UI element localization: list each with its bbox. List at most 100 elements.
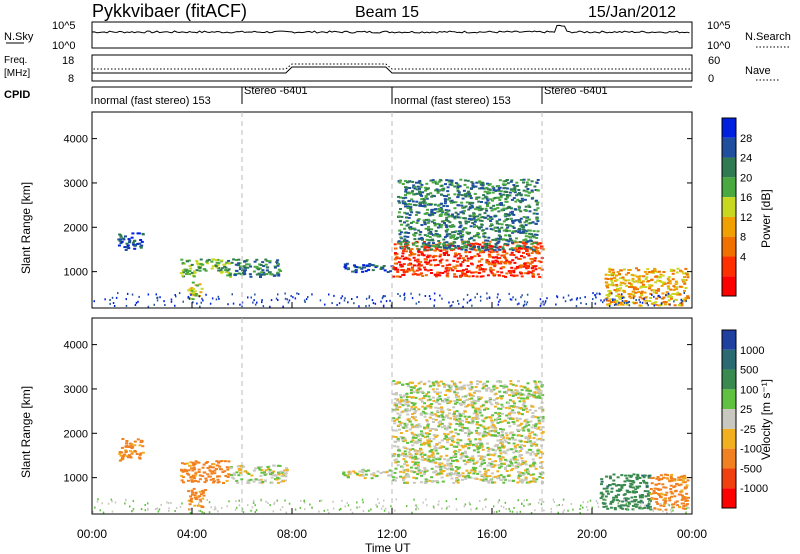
ground-scatter-cell [405, 505, 408, 508]
data-cell [503, 214, 507, 217]
data-cell [531, 412, 535, 415]
data-cell [649, 297, 652, 299]
data-cell [501, 247, 505, 250]
data-cell [466, 186, 470, 189]
data-cell [467, 476, 471, 479]
data-cell [439, 446, 443, 449]
data-cell [501, 445, 505, 448]
data-cell [410, 211, 414, 214]
ground-scatter-cell [475, 508, 477, 510]
data-cell [245, 259, 249, 262]
data-cell [141, 445, 145, 448]
data-cell [663, 498, 667, 501]
data-cell [678, 293, 682, 296]
data-cell [253, 265, 257, 268]
ground-scatter-cell [563, 509, 565, 512]
data-cell [525, 250, 529, 253]
ground-scatter-cell [455, 508, 458, 511]
data-cell [624, 499, 628, 502]
data-cell [434, 223, 438, 225]
data-cell [228, 273, 232, 276]
data-cell [368, 263, 372, 265]
ground-scatter-cell [561, 504, 564, 506]
data-cell [447, 417, 451, 419]
data-cell [133, 239, 137, 242]
data-cell [677, 484, 681, 487]
ground-scatter-cell [147, 305, 150, 308]
data-cell [523, 406, 527, 409]
data-cell [419, 453, 423, 456]
data-cell [460, 430, 464, 432]
ground-scatter-cell [276, 499, 278, 502]
data-cell [496, 185, 500, 187]
data-cell [189, 500, 193, 502]
ground-scatter-cell [362, 501, 364, 504]
data-cell [426, 244, 430, 247]
data-cell [277, 473, 281, 476]
data-cell [432, 254, 436, 257]
data-cell [502, 387, 506, 390]
data-cell [398, 420, 401, 423]
data-cell [215, 464, 219, 467]
data-cell [415, 477, 419, 480]
data-cell [616, 271, 620, 273]
data-cell [464, 217, 467, 220]
data-cell [416, 426, 419, 429]
data-cell [192, 288, 196, 291]
colorbar-frame [721, 117, 737, 297]
data-cell [463, 179, 467, 182]
data-cell [454, 252, 457, 255]
data-cell [514, 384, 518, 387]
data-cell [415, 452, 419, 455]
ground-scatter-cell [307, 296, 309, 298]
data-cell [398, 424, 402, 426]
data-cell [482, 459, 486, 462]
data-cell [392, 380, 396, 383]
ground-scatter-cell [282, 305, 284, 308]
data-cell [651, 476, 655, 479]
ground-scatter-cell [512, 296, 514, 299]
data-cell [181, 476, 185, 479]
data-cell [665, 291, 669, 294]
ground-scatter-cell [562, 296, 565, 299]
data-cell [427, 243, 430, 246]
ground-scatter-cell [500, 505, 503, 508]
data-cell [117, 244, 121, 247]
data-cell [444, 200, 447, 203]
ground-scatter-cell [384, 295, 386, 298]
data-cell [125, 444, 129, 447]
ground-scatter-cell [381, 297, 384, 300]
data-cell [476, 448, 480, 451]
data-cell [536, 207, 540, 210]
data-cell [412, 435, 416, 438]
data-cell [443, 416, 447, 419]
data-cell [526, 246, 530, 249]
data-cell [471, 184, 475, 187]
data-cell [408, 420, 412, 423]
data-cell [461, 246, 465, 249]
data-cell [442, 243, 445, 246]
data-cell [358, 470, 362, 473]
data-cell [372, 472, 376, 475]
colorbar-swatch [722, 330, 736, 350]
data-cell [475, 225, 478, 228]
data-cell [639, 482, 643, 484]
data-cell [446, 472, 450, 475]
data-cell [456, 216, 460, 219]
data-cell [459, 263, 463, 266]
data-cell [399, 396, 403, 399]
data-cell [533, 452, 537, 455]
data-cell [499, 459, 503, 462]
data-cell [403, 201, 407, 203]
data-cell [481, 387, 485, 390]
data-cell [635, 280, 639, 283]
data-cell [237, 474, 241, 477]
data-cell [431, 418, 435, 421]
data-cell [395, 406, 399, 409]
data-cell [433, 480, 437, 483]
data-cell [527, 448, 531, 451]
data-cell [521, 225, 525, 228]
data-cell [440, 213, 444, 216]
data-cell [182, 481, 185, 484]
data-cell [497, 248, 501, 251]
